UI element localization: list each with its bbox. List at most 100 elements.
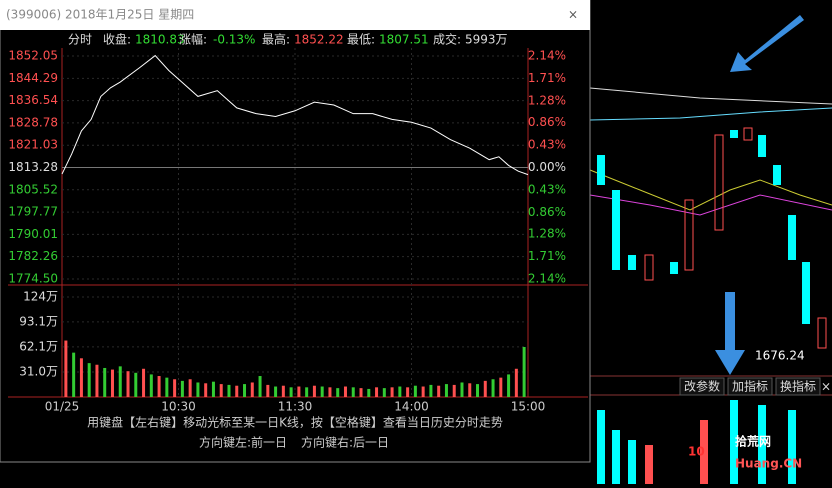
volume-bar: [460, 382, 464, 397]
volume-bar: [134, 372, 138, 397]
volume-bar: [250, 382, 254, 397]
info-high-label: 最高:: [262, 32, 290, 47]
volume-bar: [398, 386, 402, 397]
volume-bar: [243, 384, 247, 397]
candle: [817, 317, 827, 349]
volume-bar: [196, 382, 200, 397]
y2-tick-label: 1.28%: [528, 227, 566, 241]
volume-bar: [72, 352, 76, 397]
info-close: 1810.83: [135, 33, 185, 47]
info-volume-label: 成交:: [433, 32, 461, 47]
button[interactable]: [727, 377, 773, 396]
ma-line: [589, 194, 832, 216]
candle: [684, 199, 694, 271]
button-label[interactable]: 改参数: [684, 379, 720, 394]
y2-tick-label: 1.71%: [528, 71, 566, 85]
volume-bar: [437, 385, 441, 397]
volume-bar: [507, 374, 511, 397]
volume-bar: [219, 384, 223, 397]
y-tick-label: 1836.54: [8, 93, 58, 107]
volume-bar: [142, 368, 146, 397]
x-tick-label: 01/25: [45, 400, 80, 414]
x-tick-label: 14:00: [394, 400, 429, 414]
window-title: (399006) 2018年1月25日 星期四: [6, 8, 194, 22]
volume-bar: [452, 384, 456, 397]
volume-bar: [444, 384, 448, 397]
info-change-label: 涨幅:: [179, 32, 207, 47]
y2-tick-label: 0.86%: [528, 115, 566, 129]
y-tick-label: 1828.78: [8, 115, 58, 129]
volume-bar: [281, 385, 285, 397]
volume-bar: [522, 347, 526, 397]
volume-bar: [227, 384, 231, 397]
y-tick-label: 1813.28: [8, 160, 58, 174]
info-close-label: 收盘:: [103, 32, 131, 47]
volume-bar: [421, 386, 425, 397]
close-button[interactable]: ×: [568, 8, 578, 22]
candle: [670, 262, 678, 274]
ma-line: [589, 169, 832, 211]
y-tick-label: 1774.50: [8, 272, 58, 286]
candle: [773, 165, 781, 185]
info-low-label: 最低:: [347, 33, 375, 47]
price-label: 1676.24: [755, 349, 805, 363]
x-tick-label: 11:30: [278, 400, 313, 414]
candle: [597, 155, 605, 185]
volume-bar: [95, 364, 99, 397]
info-mode: 分时: [68, 33, 92, 47]
button-label[interactable]: 换指标: [780, 379, 816, 394]
y-tick-label: 1821.03: [8, 138, 58, 152]
volume-bar: [79, 358, 83, 397]
volume-bar: [180, 380, 184, 397]
volume-tick-label: 93.1万: [19, 314, 58, 328]
x-tick-label: 15:00: [511, 400, 546, 414]
volume-bar: [413, 385, 417, 397]
y2-tick-label: 2.14%: [528, 272, 566, 286]
info-low: 1807.51: [379, 33, 429, 47]
volume-bar: [274, 386, 278, 397]
volume-bar: [514, 368, 518, 397]
info-volume: 5993万: [465, 33, 508, 47]
candle: [788, 215, 796, 260]
candle: [758, 135, 766, 157]
volume-tick-label: 31.0万: [19, 365, 58, 379]
candle: [714, 134, 724, 231]
button-label[interactable]: 加指标: [732, 379, 768, 394]
volume-bar: [491, 379, 495, 397]
watermark-text: 拾荒网: [735, 434, 771, 449]
volume-bar: [118, 366, 122, 397]
volume-bar: [483, 380, 487, 397]
x-tick-label: 10:30: [161, 400, 196, 414]
y-tick-label: 1790.01: [8, 227, 58, 241]
volume-bar: [406, 387, 410, 397]
volume-bar: [320, 386, 324, 397]
volume-bar: [312, 385, 316, 397]
volume-tick-label: 124万: [23, 290, 58, 304]
candle: [730, 130, 738, 138]
button[interactable]: [775, 377, 821, 396]
y-tick-label: 1844.29: [8, 71, 58, 85]
volume-bar: [351, 387, 355, 397]
button[interactable]: [679, 377, 725, 396]
arrow: [730, 15, 804, 72]
watermark-url: Huang.CN: [735, 457, 802, 471]
close-button[interactable]: ×: [821, 380, 831, 394]
volume-bar: [204, 383, 208, 397]
volume-bar: [297, 386, 301, 397]
volume-bar: [375, 387, 379, 397]
watermark-logo: 10: [688, 445, 705, 459]
volume-bar: [188, 379, 192, 397]
y2-tick-label: 0.86%: [528, 205, 566, 219]
volume-bar: [126, 371, 130, 397]
intraday-chart: 1852.05 1844.29 1836.54 1828.78 1821.03 1813.…: [8, 48, 588, 414]
volume-bar: [429, 384, 433, 397]
volume-bar: [305, 387, 309, 397]
volume-bar: [328, 387, 332, 397]
y2-tick-label: 1.71%: [528, 249, 566, 263]
volume-bar: [266, 384, 270, 397]
candle: [644, 254, 654, 281]
y2-tick-label: 0.00%: [528, 160, 566, 174]
ma-line: [589, 87, 832, 105]
